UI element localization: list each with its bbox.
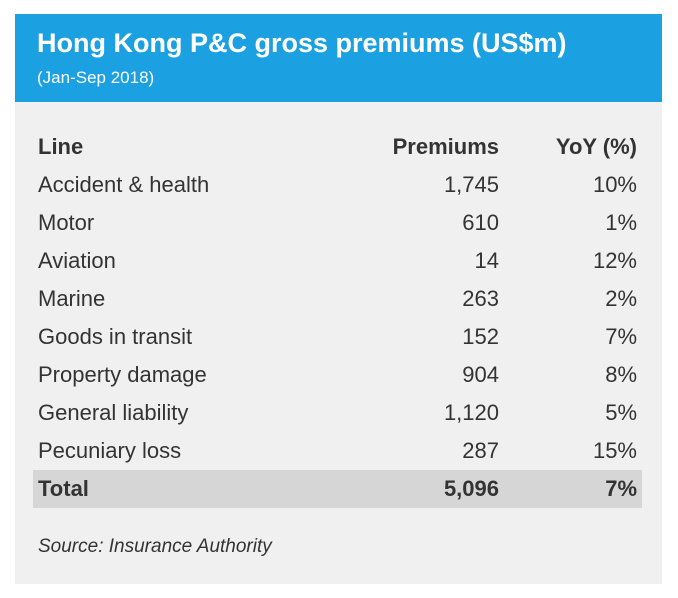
cell-line: Property damage bbox=[38, 362, 207, 387]
source-note: Source: Insurance Authority bbox=[38, 536, 272, 557]
cell-line: Marine bbox=[38, 286, 106, 311]
cell-line: General liability bbox=[38, 400, 189, 425]
cell-premiums: 1,120 bbox=[443, 400, 499, 425]
cell-yoy: 1% bbox=[605, 210, 637, 235]
cell-yoy: 12% bbox=[592, 248, 637, 273]
cell-line: Motor bbox=[38, 210, 95, 235]
total-label: Total bbox=[38, 476, 89, 501]
cell-line: Goods in transit bbox=[38, 324, 193, 349]
cell-line: Aviation bbox=[38, 248, 116, 273]
cell-yoy: 8% bbox=[605, 362, 637, 387]
table-card: Hong Kong P&C gross premiums (US$m) (Jan… bbox=[15, 14, 662, 584]
table-row: Accident & health 1,745 10% bbox=[33, 166, 642, 204]
column-header-yoy: YoY (%) bbox=[555, 134, 637, 159]
table-row: General liability 1,120 5% bbox=[33, 394, 642, 432]
total-yoy: 7% bbox=[605, 476, 637, 501]
premiums-table: Line Premiums YoY (%) Accident & health … bbox=[33, 128, 642, 508]
column-header-line: Line bbox=[38, 134, 84, 159]
page-subtitle: (Jan-Sep 2018) bbox=[37, 68, 155, 87]
cell-premiums: 610 bbox=[462, 210, 499, 235]
page-title: Hong Kong P&C gross premiums (US$m) bbox=[37, 28, 567, 58]
header-banner: Hong Kong P&C gross premiums (US$m) (Jan… bbox=[15, 14, 662, 102]
cell-premiums: 152 bbox=[462, 324, 499, 349]
table-row: Motor 610 1% bbox=[33, 204, 642, 242]
cell-premiums: 904 bbox=[462, 362, 499, 387]
table-row: Pecuniary loss 287 15% bbox=[33, 432, 642, 470]
cell-yoy: 10% bbox=[592, 172, 637, 197]
table-row: Marine 263 2% bbox=[33, 280, 642, 318]
table-row: Property damage 904 8% bbox=[33, 356, 642, 394]
table-header-row: Line Premiums YoY (%) bbox=[33, 128, 642, 166]
total-premiums: 5,096 bbox=[443, 476, 499, 501]
table-row: Aviation 14 12% bbox=[33, 242, 642, 280]
cell-premiums: 1,745 bbox=[443, 172, 499, 197]
cell-premiums: 14 bbox=[474, 248, 499, 273]
cell-yoy: 2% bbox=[605, 286, 637, 311]
cell-yoy: 7% bbox=[605, 324, 637, 349]
total-row: Total 5,096 7% bbox=[33, 470, 642, 508]
table-row: Goods in transit 152 7% bbox=[33, 318, 642, 356]
cell-premiums: 287 bbox=[462, 438, 499, 463]
column-header-premiums: Premiums bbox=[392, 134, 499, 159]
cell-line: Pecuniary loss bbox=[38, 438, 182, 463]
cell-yoy: 15% bbox=[592, 438, 637, 463]
cell-yoy: 5% bbox=[605, 400, 637, 425]
cell-line: Accident & health bbox=[38, 172, 210, 197]
cell-premiums: 263 bbox=[462, 286, 499, 311]
